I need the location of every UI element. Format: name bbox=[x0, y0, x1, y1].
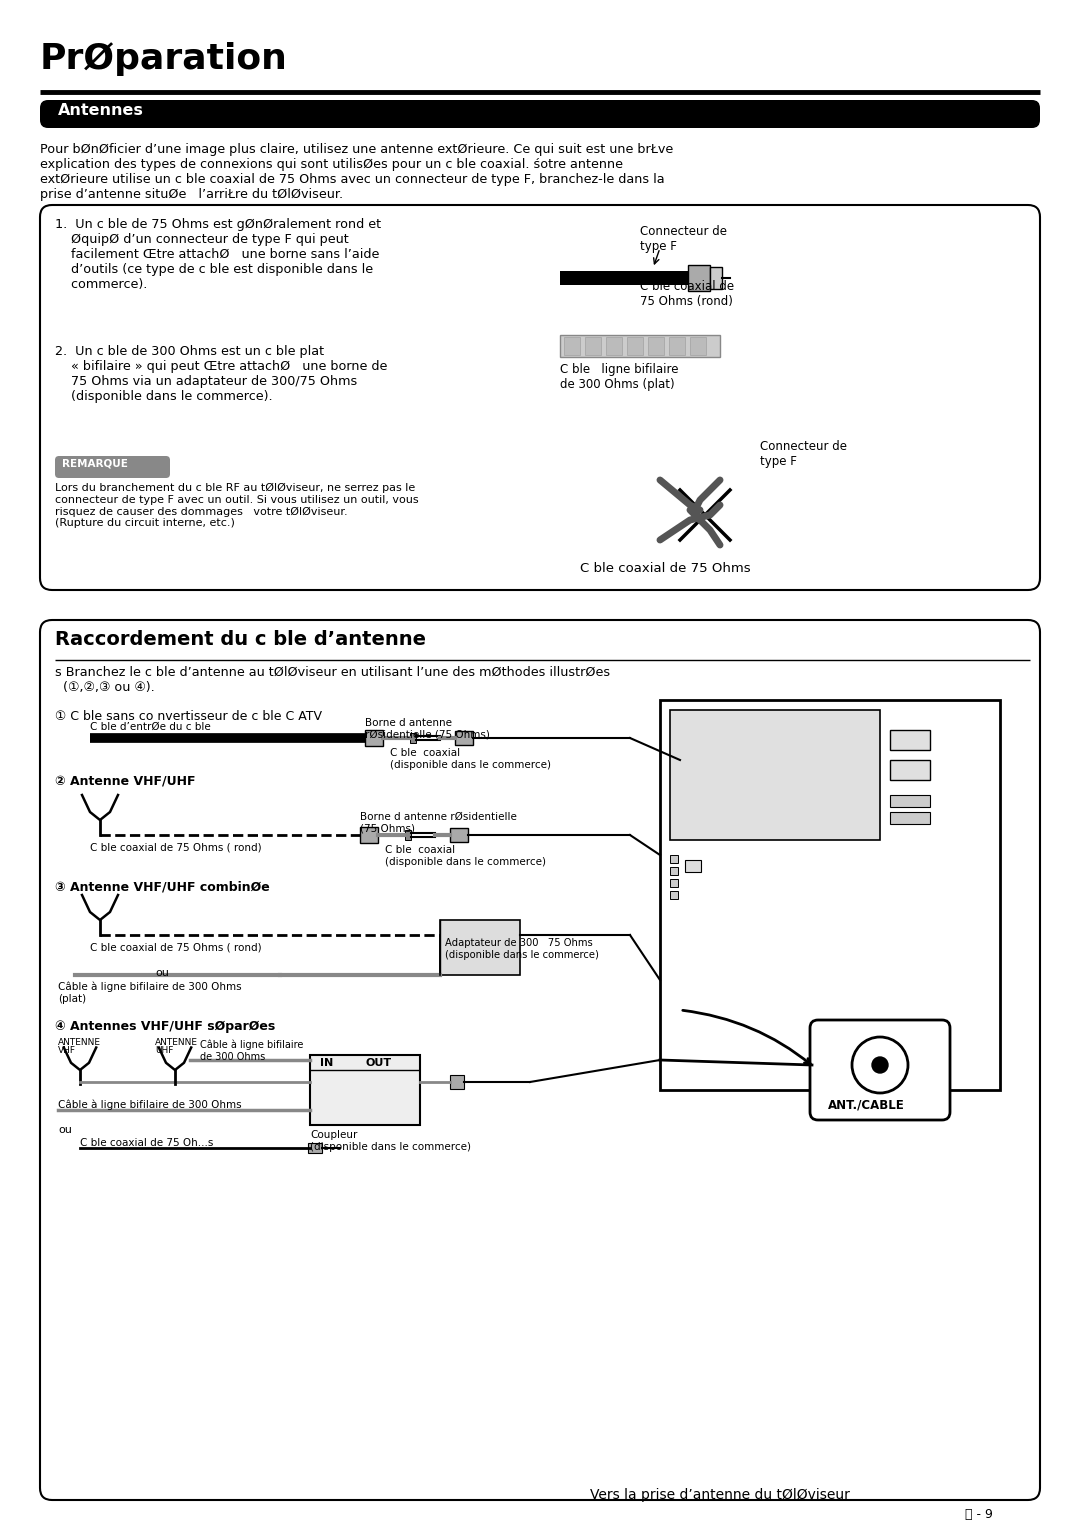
Text: C ble   ligne bifilaire
de 300 Ohms (plat): C ble ligne bifilaire de 300 Ohms (plat) bbox=[561, 363, 678, 391]
Text: s Branchez le c ble d’antenne au tØlØviseur en utilisant l’une des mØthodes illu: s Branchez le c ble d’antenne au tØlØvis… bbox=[55, 666, 610, 694]
Bar bbox=[669, 337, 685, 355]
Text: Borne d antenne
rØsidentielle (75 Ohms): Borne d antenne rØsidentielle (75 Ohms) bbox=[365, 719, 490, 740]
Text: ou: ou bbox=[58, 1124, 72, 1135]
Bar bbox=[455, 731, 473, 745]
Bar bbox=[585, 337, 600, 355]
Bar bbox=[688, 265, 710, 291]
Text: ① C ble sans co nvertisseur de c ble C ATV: ① C ble sans co nvertisseur de c ble C A… bbox=[55, 709, 322, 723]
Text: Connecteur de
type F: Connecteur de type F bbox=[760, 440, 847, 467]
Text: Vers la prise d’antenne du tØlØviseur: Vers la prise d’antenne du tØlØviseur bbox=[590, 1488, 850, 1501]
Bar bbox=[670, 867, 678, 875]
Bar bbox=[365, 731, 383, 746]
Bar bbox=[890, 812, 930, 824]
Text: 1.  Un c ble de 75 Ohms est gØnØralement rond et
    ØquipØ d’un connecteur de t: 1. Un c ble de 75 Ohms est gØnØralement … bbox=[55, 218, 381, 291]
Text: Câble à ligne bifilaire
de 300 Ohms: Câble à ligne bifilaire de 300 Ohms bbox=[200, 1040, 303, 1062]
FancyBboxPatch shape bbox=[40, 100, 1040, 129]
Bar bbox=[410, 732, 416, 743]
Text: VHF: VHF bbox=[58, 1046, 76, 1056]
Text: UHF: UHF bbox=[156, 1046, 174, 1056]
FancyBboxPatch shape bbox=[810, 1020, 950, 1120]
FancyBboxPatch shape bbox=[55, 457, 170, 478]
Text: Câble à ligne bifilaire de 300 Ohms: Câble à ligne bifilaire de 300 Ohms bbox=[58, 1100, 242, 1111]
Bar bbox=[670, 855, 678, 863]
Text: Antennes: Antennes bbox=[58, 103, 144, 118]
Text: ANTENNE: ANTENNE bbox=[156, 1039, 198, 1046]
Text: C ble  coaxial
(disponible dans le commerce): C ble coaxial (disponible dans le commer… bbox=[390, 748, 551, 769]
Bar bbox=[440, 921, 519, 974]
Bar bbox=[690, 337, 706, 355]
Text: Raccordement du c ble d’antenne: Raccordement du c ble d’antenne bbox=[55, 630, 426, 650]
Bar bbox=[890, 760, 930, 780]
Bar bbox=[670, 709, 880, 840]
Bar bbox=[450, 1075, 464, 1089]
Bar bbox=[710, 267, 723, 290]
Text: Connecteur de
type F: Connecteur de type F bbox=[640, 225, 727, 253]
FancyBboxPatch shape bbox=[40, 620, 1040, 1500]
Text: C ble coaxial de
75 Ohms (rond): C ble coaxial de 75 Ohms (rond) bbox=[640, 280, 734, 308]
Bar bbox=[890, 731, 930, 751]
Text: C ble  coaxial
(disponible dans le commerce): C ble coaxial (disponible dans le commer… bbox=[384, 846, 546, 867]
Text: ③ Antenne VHF/UHF combinØe: ③ Antenne VHF/UHF combinØe bbox=[55, 879, 270, 893]
Text: ANT./CABLE: ANT./CABLE bbox=[828, 1098, 905, 1111]
Text: REMARQUE: REMARQUE bbox=[62, 460, 127, 469]
Bar bbox=[670, 879, 678, 887]
Bar bbox=[648, 337, 664, 355]
Text: Lors du branchement du c ble RF au tØlØviseur, ne serrez pas le
connecteur de ty: Lors du branchement du c ble RF au tØlØv… bbox=[55, 483, 419, 529]
Text: C ble coaxial de 75 Ohms: C ble coaxial de 75 Ohms bbox=[580, 562, 751, 574]
Circle shape bbox=[872, 1057, 888, 1072]
Text: C ble coaxial de 75 Oh...s: C ble coaxial de 75 Oh...s bbox=[80, 1138, 214, 1147]
Bar bbox=[890, 795, 930, 807]
Text: Câble à ligne bifilaire de 300 Ohms
(plat): Câble à ligne bifilaire de 300 Ohms (pla… bbox=[58, 982, 242, 1003]
Text: C ble coaxial de 75 Ohms ( rond): C ble coaxial de 75 Ohms ( rond) bbox=[90, 942, 261, 951]
Text: Pour bØnØficier d’une image plus claire, utilisez une antenne extØrieure. Ce qui: Pour bØnØficier d’une image plus claire,… bbox=[40, 142, 673, 201]
FancyBboxPatch shape bbox=[40, 205, 1040, 590]
Bar bbox=[405, 830, 411, 840]
Text: C ble coaxial de 75 Ohms ( rond): C ble coaxial de 75 Ohms ( rond) bbox=[90, 843, 261, 852]
Bar bbox=[450, 827, 468, 843]
Bar bbox=[561, 271, 690, 285]
Bar bbox=[564, 337, 580, 355]
Text: Coupleur
(disponible dans le commerce): Coupleur (disponible dans le commerce) bbox=[310, 1131, 471, 1152]
Text: ④ Antennes VHF/UHF sØparØes: ④ Antennes VHF/UHF sØparØes bbox=[55, 1020, 275, 1033]
Text: Adaptateur de 300   75 Ohms
(disponible dans le commerce): Adaptateur de 300 75 Ohms (disponible da… bbox=[445, 938, 599, 959]
Bar bbox=[606, 337, 622, 355]
Text: C ble d’entrØe du c ble: C ble d’entrØe du c ble bbox=[90, 722, 211, 732]
Bar bbox=[360, 827, 378, 843]
Text: 2.  Un c ble de 300 Ohms est un c ble plat
    « bifilaire » qui peut Œtre attac: 2. Un c ble de 300 Ohms est un c ble pla… bbox=[55, 345, 388, 403]
Text: PrØparation: PrØparation bbox=[40, 41, 288, 77]
Bar bbox=[561, 336, 720, 357]
Bar bbox=[660, 700, 1000, 1089]
Text: ANTENNE: ANTENNE bbox=[58, 1039, 102, 1046]
Text: Ⓕ - 9: Ⓕ - 9 bbox=[966, 1507, 993, 1521]
Bar bbox=[310, 1056, 420, 1124]
Text: IN: IN bbox=[320, 1059, 334, 1068]
Bar bbox=[627, 337, 643, 355]
Text: ou: ou bbox=[156, 968, 168, 977]
Circle shape bbox=[852, 1037, 908, 1092]
Bar bbox=[308, 1143, 322, 1154]
Text: ② Antenne VHF/UHF: ② Antenne VHF/UHF bbox=[55, 775, 195, 787]
Bar bbox=[670, 892, 678, 899]
Bar bbox=[685, 859, 701, 872]
Text: OUT: OUT bbox=[365, 1059, 391, 1068]
Text: Borne d antenne rØsidentielle
(75 Ohms): Borne d antenne rØsidentielle (75 Ohms) bbox=[360, 812, 517, 833]
